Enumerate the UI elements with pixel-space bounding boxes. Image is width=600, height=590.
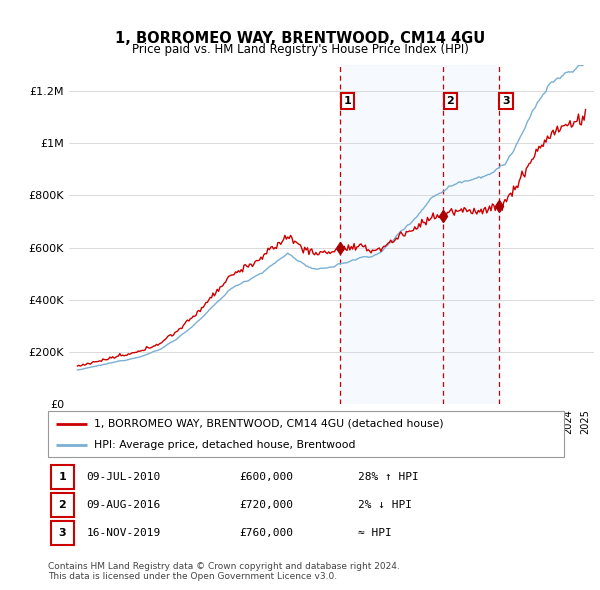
Text: 09-AUG-2016: 09-AUG-2016 [86, 500, 161, 510]
Text: Price paid vs. HM Land Registry's House Price Index (HPI): Price paid vs. HM Land Registry's House … [131, 43, 469, 56]
Text: HPI: Average price, detached house, Brentwood: HPI: Average price, detached house, Bren… [94, 440, 356, 450]
Text: 3: 3 [58, 528, 66, 538]
FancyBboxPatch shape [50, 521, 74, 545]
Text: 1: 1 [58, 472, 66, 482]
Text: £720,000: £720,000 [239, 500, 293, 510]
Text: 16-NOV-2019: 16-NOV-2019 [86, 528, 161, 538]
Text: £600,000: £600,000 [239, 472, 293, 482]
FancyBboxPatch shape [50, 465, 74, 489]
Text: £760,000: £760,000 [239, 528, 293, 538]
Text: 1, BORROMEO WAY, BRENTWOOD, CM14 4GU (detached house): 1, BORROMEO WAY, BRENTWOOD, CM14 4GU (de… [94, 419, 444, 429]
Text: 1: 1 [343, 96, 351, 106]
Text: 2: 2 [58, 500, 66, 510]
Text: Contains HM Land Registry data © Crown copyright and database right 2024.: Contains HM Land Registry data © Crown c… [48, 562, 400, 571]
Text: 28% ↑ HPI: 28% ↑ HPI [358, 472, 418, 482]
Text: 1, BORROMEO WAY, BRENTWOOD, CM14 4GU: 1, BORROMEO WAY, BRENTWOOD, CM14 4GU [115, 31, 485, 46]
Text: 2% ↓ HPI: 2% ↓ HPI [358, 500, 412, 510]
Text: 3: 3 [502, 96, 510, 106]
Text: 2: 2 [446, 96, 454, 106]
FancyBboxPatch shape [50, 493, 74, 517]
Text: 09-JUL-2010: 09-JUL-2010 [86, 472, 161, 482]
Bar [340, 65, 499, 404]
Text: This data is licensed under the Open Government Licence v3.0.: This data is licensed under the Open Gov… [48, 572, 337, 581]
FancyBboxPatch shape [48, 411, 564, 457]
Text: ≈ HPI: ≈ HPI [358, 528, 391, 538]
